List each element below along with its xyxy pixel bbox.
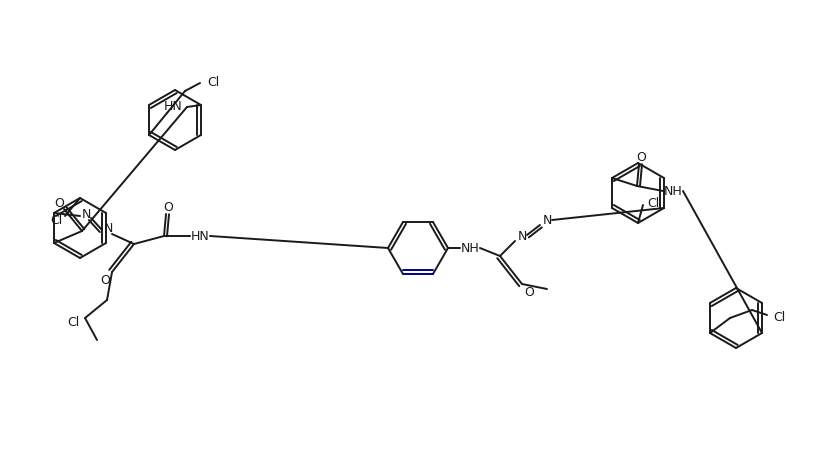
Text: O: O [635, 150, 645, 164]
Text: O: O [100, 273, 110, 286]
Text: Cl: Cl [50, 213, 62, 226]
Text: O: O [54, 196, 64, 209]
Text: N: N [542, 213, 551, 226]
Text: NH: NH [460, 242, 479, 254]
Text: NH: NH [663, 184, 681, 197]
Text: O: O [523, 285, 533, 299]
Text: Cl: Cl [67, 315, 79, 329]
Text: Cl: Cl [772, 311, 784, 324]
Text: O: O [163, 201, 173, 213]
Text: N: N [103, 221, 113, 235]
Text: N: N [517, 230, 526, 242]
Text: HN: HN [191, 230, 209, 242]
Text: Cl: Cl [646, 196, 658, 209]
Text: N: N [81, 207, 90, 220]
Text: Cl: Cl [206, 77, 219, 89]
Text: HN: HN [163, 100, 182, 113]
